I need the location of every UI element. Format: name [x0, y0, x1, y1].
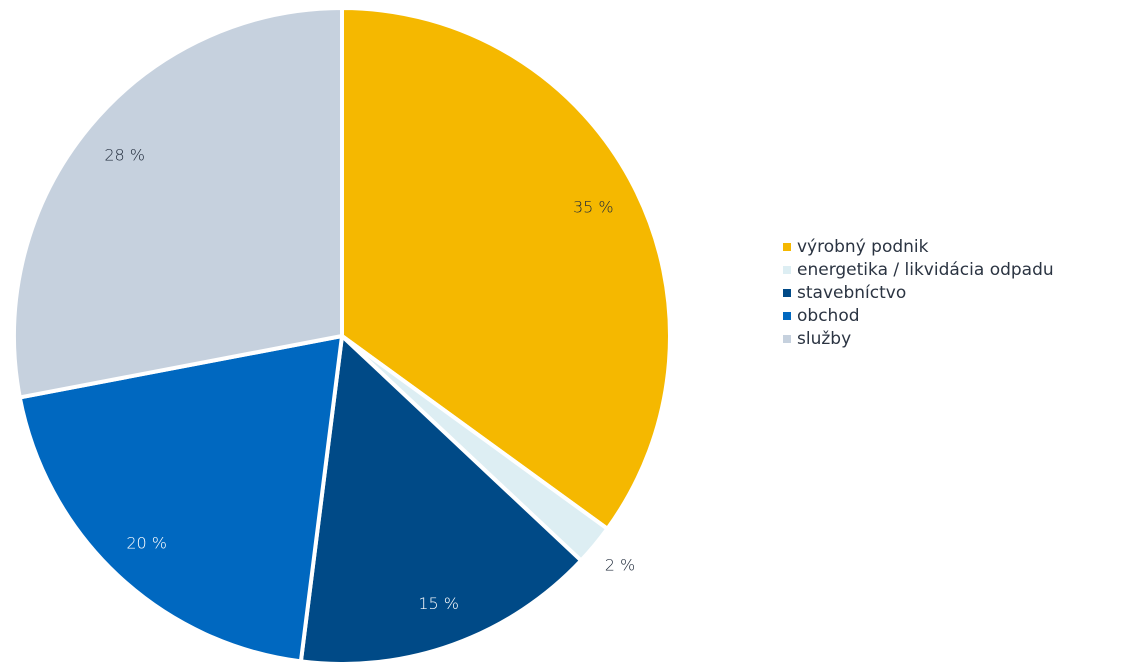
data-label-1: 35 % — [573, 197, 614, 216]
pie-data-labels: 35 % 2 % 15 % 20 % 28 % — [104, 146, 635, 613]
data-label-4: 20 % — [126, 534, 167, 553]
legend-label: energetika / likvidácia odpadu — [797, 260, 1054, 281]
legend-swatch — [783, 335, 791, 344]
pie-slice-5 — [12, 6, 344, 400]
legend-label: služby — [797, 329, 852, 350]
pie-slice-1 — [340, 6, 672, 531]
legend-item-3: stavebníctvo — [783, 282, 1054, 305]
pie-slices — [12, 6, 672, 662]
legend-item-2: energetika / likvidácia odpadu — [783, 259, 1054, 282]
legend-item-4: obchod — [783, 305, 1054, 328]
legend-swatch — [783, 243, 791, 252]
legend-swatch — [783, 289, 791, 298]
data-label-5: 28 % — [104, 146, 145, 165]
legend-swatch — [783, 266, 791, 275]
legend-swatch — [783, 312, 791, 321]
legend-label: výrobný podnik — [797, 237, 929, 258]
legend-item-1: výrobný podnik — [783, 236, 1054, 259]
pie-slice-4 — [17, 334, 344, 662]
legend-label: obchod — [797, 306, 860, 327]
data-label-3: 15 % — [418, 594, 459, 613]
pie-slice-3 — [298, 334, 584, 662]
legend-item-5: služby — [783, 328, 1054, 351]
data-label-2: 2 % — [605, 556, 635, 575]
legend: výrobný podnik energetika / likvidácia od… — [783, 236, 1054, 351]
legend-label: stavebníctvo — [797, 283, 907, 304]
